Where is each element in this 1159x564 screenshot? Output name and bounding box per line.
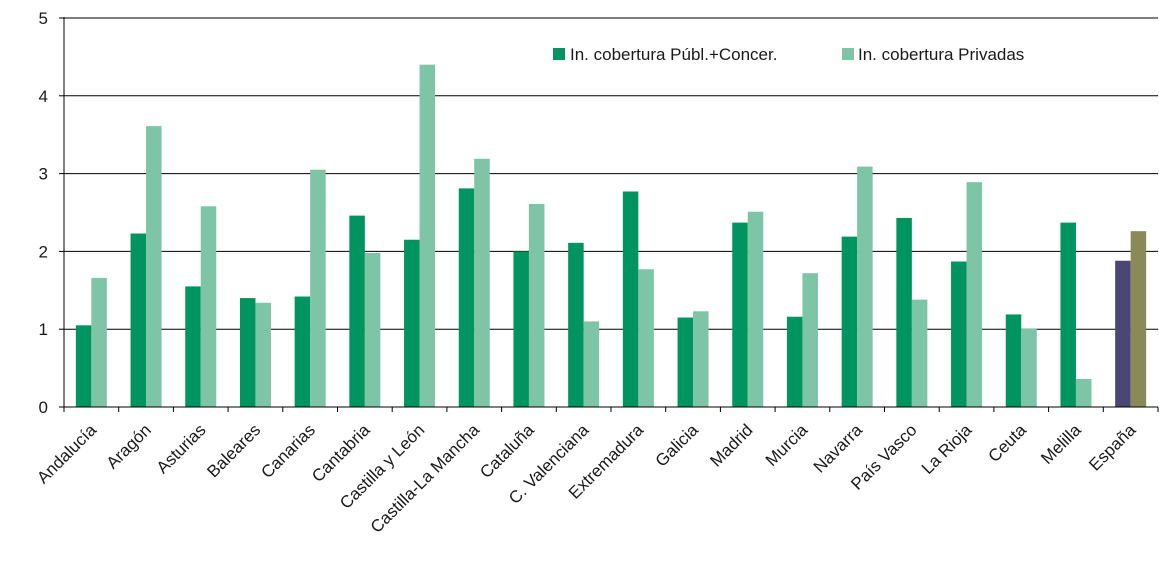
y-tick-label: 3 [39, 165, 48, 184]
bar-private [638, 269, 654, 407]
bar-private [529, 204, 545, 407]
x-tick-label: Asturias [153, 420, 210, 477]
bar-private [91, 278, 107, 407]
bar-public [513, 251, 529, 407]
bar-public [732, 223, 748, 407]
bar-private [748, 212, 764, 407]
bar-public [896, 218, 912, 407]
y-tick-label: 1 [39, 320, 48, 339]
x-tick-label: España [1085, 420, 1140, 475]
bar-public [951, 262, 967, 407]
x-tick-label: Andalucía [33, 420, 100, 487]
x-tick-label: Aragón [103, 420, 155, 472]
bar-private [474, 159, 490, 407]
bar-public [404, 240, 420, 407]
y-tick-label: 0 [39, 398, 48, 417]
bar-public [787, 317, 803, 407]
grid-lines [64, 18, 1158, 329]
x-tick-label: Madrid [706, 420, 756, 470]
bar-public [349, 216, 365, 407]
x-tick-label: Ceuta [985, 420, 1031, 466]
bar-private [201, 206, 217, 407]
legend: In. cobertura Públ.+Concer. In. cobertur… [553, 45, 1024, 64]
bar-public [131, 234, 147, 407]
bar-public [1060, 223, 1076, 407]
bar-private [420, 65, 436, 407]
bar-private [1021, 328, 1037, 407]
bar-public [678, 318, 694, 407]
x-tick-label: Melilla [1037, 420, 1085, 468]
bar-private [146, 126, 162, 407]
bar-private [857, 167, 873, 407]
bar-private [967, 182, 983, 407]
bar-public [240, 298, 256, 407]
bar-private [584, 321, 600, 407]
y-tick-label: 4 [39, 87, 48, 106]
bar-private [255, 303, 271, 407]
bar-private [693, 311, 709, 407]
y-tick-label: 2 [39, 242, 48, 261]
y-tick-label: 5 [39, 9, 48, 28]
bar-public [568, 243, 584, 407]
bar-public [185, 286, 201, 407]
legend-swatch-private [842, 48, 854, 60]
x-tick-label: La Rioja [918, 420, 976, 478]
x-tick-label: Navarra [810, 420, 867, 477]
bar-private [365, 253, 381, 407]
bar-private [1076, 379, 1092, 407]
bar-public [295, 297, 311, 407]
bar-public [623, 191, 639, 407]
bar-public [76, 325, 92, 407]
bar-public [459, 188, 475, 407]
x-tick-label: Murcia [762, 420, 812, 470]
x-tick-label: Baleares [203, 420, 264, 481]
bars [76, 65, 1146, 407]
bar-private [310, 170, 326, 407]
bar-public [1006, 314, 1022, 407]
bar-private [802, 273, 818, 407]
x-tick-label: Galicia [652, 420, 703, 471]
legend-label-private: In. cobertura Privadas [858, 45, 1024, 64]
bar-public [842, 237, 858, 407]
x-tick-label: Castilla-La Mancha [367, 420, 484, 537]
bar-private [1131, 231, 1147, 407]
legend-swatch-public [553, 48, 565, 60]
legend-label-public: In. cobertura Públ.+Concer. [570, 45, 777, 64]
bar-private [912, 300, 928, 407]
bar-public [1115, 261, 1131, 407]
